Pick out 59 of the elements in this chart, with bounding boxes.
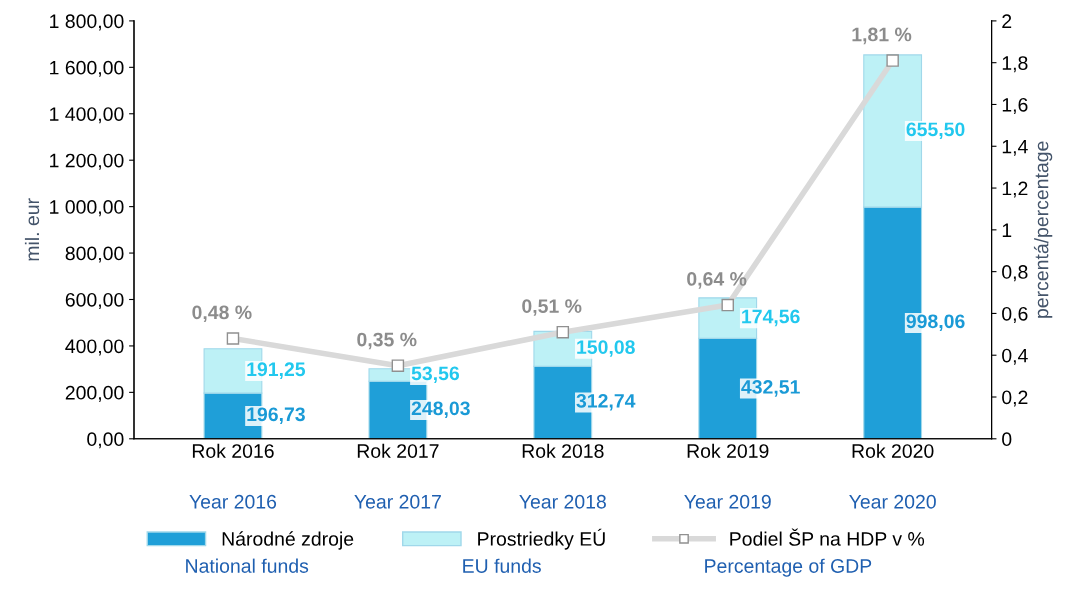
y-tick-label: 800,00	[65, 246, 124, 263]
data-label: 998,06	[906, 314, 965, 331]
data-label: 248,03	[411, 401, 470, 419]
y-tick-label: 400,00	[65, 339, 124, 356]
y-tick-label: 1 400,00	[50, 107, 124, 124]
y2-tick-label: 0,4	[1002, 348, 1028, 365]
y2-tick-label: 0,2	[1002, 390, 1028, 407]
y2-tick-label: 1,6	[1002, 97, 1028, 115]
point	[391, 359, 405, 372]
y-tick-label: 1 000,00	[50, 200, 124, 217]
text: Year 2018	[519, 494, 606, 509]
text: Year 2019	[684, 494, 771, 509]
x-tick-label: Rok 2018	[522, 443, 604, 458]
point	[721, 298, 734, 312]
legend-label: Prostriedky EÚ	[478, 528, 605, 550]
y-tick-label: 1 600,00	[50, 60, 124, 77]
data-label: 174,56	[742, 309, 800, 327]
point	[226, 332, 240, 345]
text: Year 2020	[849, 494, 936, 509]
legend-label: Podiel ŠP na HDP v %	[730, 528, 925, 546]
y2-tick-label: 1,2	[1002, 181, 1028, 198]
y2-axis-title: percentá/percentage	[1033, 141, 1053, 318]
text: Year 2017	[354, 494, 441, 509]
y-tick-label: 0,00	[87, 432, 124, 449]
y2-tick-label: 1,4	[1002, 139, 1028, 156]
y2-tick-label: 1	[1002, 223, 1012, 237]
text: EU funds	[463, 558, 541, 573]
text: National funds	[186, 558, 309, 573]
data-label: 191,25	[247, 362, 306, 379]
x-tick-label: Rok 2017	[357, 443, 439, 458]
y-tick-label: 200,00	[65, 385, 124, 402]
y-axis-title: mil. eur	[24, 198, 40, 261]
point	[556, 325, 570, 339]
y2-tick-label: 0,6	[1002, 306, 1028, 323]
data-label: 196,73	[247, 407, 305, 424]
y-tick-label: 600,00	[65, 292, 124, 310]
y2-tick-label: 0,8	[1002, 265, 1028, 282]
data-label: 0,51 %	[522, 299, 582, 316]
legend-label: Národné zdroje	[222, 531, 354, 550]
data-label: 312,74	[576, 393, 636, 411]
text: Year 2016	[189, 494, 277, 509]
data-label: 0,35 %	[357, 332, 417, 350]
data-label: 0,48 %	[192, 305, 252, 323]
y-tick-label: 1 200,00	[50, 153, 124, 170]
data-label: 0,64 %	[687, 272, 747, 289]
x-tick-label: Rok 2016	[192, 443, 274, 458]
y-tick-label: 1 800,00	[50, 14, 124, 31]
x-tick-label: Rok 2020	[852, 443, 934, 458]
data-label: 1,81 %	[852, 27, 912, 45]
point	[886, 54, 899, 67]
data-label: 432,51	[741, 380, 800, 397]
x-tick-label: Rok 2019	[687, 443, 769, 458]
data-label: 53,56	[411, 366, 460, 384]
data-label: 655,50	[906, 122, 965, 140]
y2-tick-label: 2	[1002, 14, 1012, 28]
data-label: 150,08	[577, 340, 635, 357]
y2-tick-label: 0	[1002, 432, 1012, 447]
y2-tick-label: 1,8	[1002, 56, 1028, 73]
text: Percentage of GDP	[705, 558, 872, 577]
